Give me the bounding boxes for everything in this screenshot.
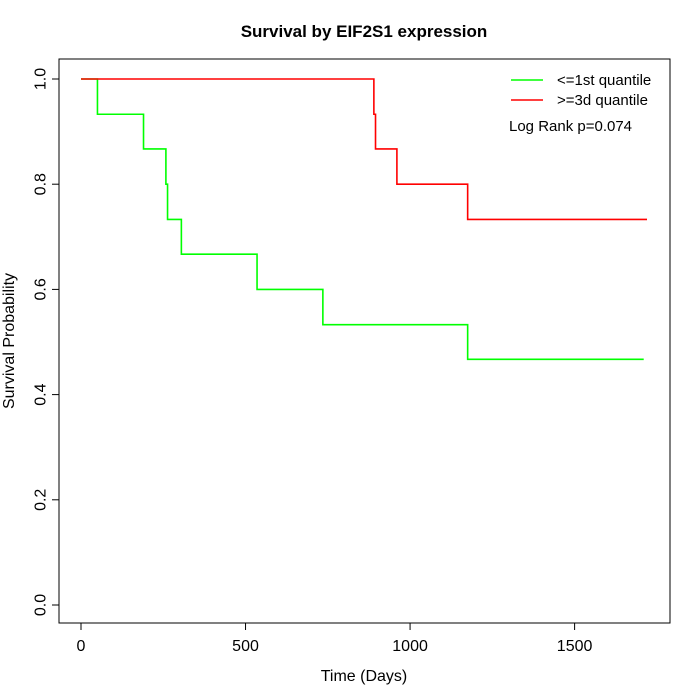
logrank-annotation: Log Rank p=0.074 [509, 118, 632, 135]
series-line-1 [81, 78, 647, 221]
y-tick-label: 0.6 [33, 278, 50, 300]
x-tick-label: 1500 [557, 638, 593, 655]
chart-title: Survival by EIF2S1 expression [241, 22, 488, 41]
y-tick-label: 1.0 [33, 68, 50, 90]
y-axis-label: Survival Probability [1, 273, 18, 409]
plot-frame [58, 58, 671, 624]
series-layer [81, 78, 647, 361]
x-axis-label: Time (Days) [321, 668, 408, 685]
x-tick-label: 0 [77, 638, 86, 655]
legend: <=1st quantile >=3d quantile [511, 72, 651, 109]
y-tick-label: 0.8 [33, 173, 50, 195]
y-tick-label: 0.0 [33, 594, 50, 616]
series-line-0 [81, 78, 644, 361]
y-axis: 0.0 0.2 0.4 0.6 0.8 1.0 [33, 68, 60, 616]
legend-label-0: <=1st quantile [557, 72, 651, 89]
y-tick-label: 0.4 [33, 383, 50, 405]
x-tick-label: 500 [232, 638, 259, 655]
legend-label-1: >=3d quantile [557, 92, 648, 109]
y-tick-label: 0.2 [33, 489, 50, 511]
x-tick-label: 1000 [392, 638, 428, 655]
x-axis: 0 500 1000 1500 [77, 622, 593, 655]
